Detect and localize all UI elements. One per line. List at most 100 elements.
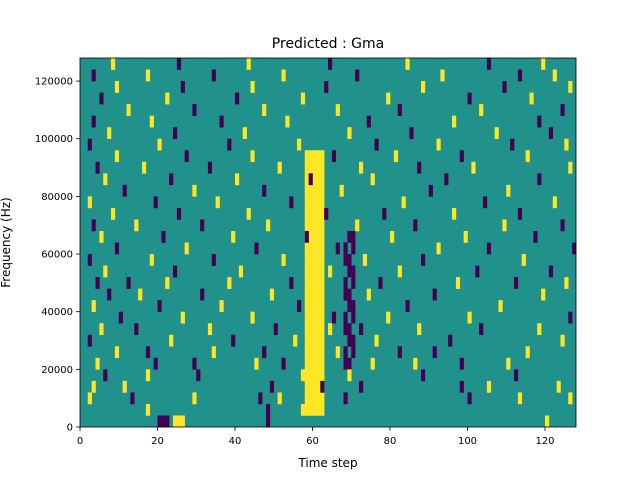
heatmap-cell — [184, 242, 189, 255]
heatmap-cell — [192, 104, 197, 116]
heatmap-cell — [114, 346, 120, 359]
x-axis-label: Time step — [297, 456, 357, 470]
heatmap-cell — [374, 138, 379, 151]
bright-band-cell — [304, 311, 309, 324]
y-axis-ticks: 0 20000 40000 60000 80000 100000 120000 — [35, 77, 80, 434]
bright-band-cell — [312, 334, 317, 347]
heatmap-cell — [157, 300, 162, 312]
heatmap-cell — [173, 415, 178, 428]
heatmap-cell — [343, 392, 348, 405]
dark-band-cell — [347, 357, 352, 370]
heatmap-cell — [87, 138, 92, 151]
heatmap-cell — [114, 242, 120, 255]
x-tick-label: 120 — [535, 436, 554, 447]
bright-band-cell — [312, 196, 317, 209]
heatmap-cell — [421, 81, 426, 93]
x-tick-label: 0 — [77, 436, 83, 447]
heatmap-cell — [87, 254, 92, 266]
bright-band-cell — [320, 230, 325, 243]
heatmap-cell — [184, 150, 189, 163]
bright-band-cell — [320, 300, 325, 312]
heatmap-cell — [227, 138, 232, 151]
heatmap-cell — [324, 207, 329, 220]
bright-band-cell — [316, 265, 321, 278]
bright-band-cell — [304, 254, 309, 266]
heatmap-cell — [161, 230, 166, 243]
bright-band-cell — [304, 392, 309, 405]
bright-band-cell — [320, 392, 325, 405]
heatmap-cell — [479, 104, 484, 116]
heatmap-cell — [552, 69, 557, 82]
heatmap-cell — [134, 323, 139, 336]
heatmap-cell — [153, 196, 158, 209]
bright-band-cell — [308, 254, 313, 266]
heatmap-cell — [242, 127, 247, 140]
bright-band-cell — [316, 173, 321, 186]
heatmap-cell — [269, 380, 275, 393]
heatmap-cell — [521, 254, 526, 266]
heatmap-cell — [289, 196, 294, 209]
bright-band-cell — [316, 369, 321, 382]
heatmap-cell — [417, 323, 422, 336]
heatmap-cell — [246, 58, 251, 70]
heatmap-cell — [231, 230, 236, 243]
heatmap-cell — [130, 392, 135, 405]
heatmap-cell — [517, 207, 523, 220]
bright-band-cell — [308, 323, 313, 336]
bright-band-cell — [308, 242, 313, 255]
heatmap-cell — [324, 81, 329, 93]
bright-band-cell — [320, 254, 325, 266]
heatmap-cell — [111, 207, 116, 220]
bright-band-cell — [304, 196, 309, 209]
bright-band-cell — [304, 300, 309, 312]
heatmap-cell — [300, 403, 306, 416]
heatmap-cell — [165, 415, 170, 428]
heatmap-cell — [455, 277, 461, 289]
heatmap-cell — [297, 138, 302, 151]
dark-band-cell — [347, 254, 352, 266]
y-tick-label: 120000 — [35, 77, 73, 88]
heatmap-cell — [401, 196, 406, 209]
heatmap-cell — [467, 92, 472, 105]
dark-band-cell — [343, 323, 348, 336]
heatmap-cell — [246, 207, 251, 220]
heatmap-cell — [359, 323, 364, 336]
bright-band-cell — [316, 392, 321, 405]
heatmap-cell — [370, 357, 375, 370]
heatmap-cell — [200, 219, 205, 232]
heatmap-cell — [533, 230, 538, 243]
heatmap-cell — [304, 230, 309, 243]
heatmap-cell — [545, 415, 550, 428]
bright-band-cell — [320, 184, 325, 197]
dark-band-cell — [347, 300, 352, 312]
heatmap-cell — [517, 392, 523, 405]
heatmap-cell — [355, 69, 360, 82]
x-tick-label: 20 — [151, 436, 164, 447]
heatmap-cell — [409, 127, 414, 140]
heatmap-cell — [289, 277, 294, 289]
heatmap-cell — [126, 277, 131, 289]
heatmap-cell — [91, 380, 96, 393]
bright-band-cell — [308, 392, 313, 405]
dark-band-cell — [351, 230, 356, 243]
heatmap-cell — [308, 173, 313, 186]
y-tick-label: 40000 — [41, 307, 73, 318]
heatmap-cell — [370, 173, 375, 186]
heatmap-cell — [556, 380, 561, 393]
bright-band-cell — [316, 380, 321, 393]
bright-band-cell — [320, 207, 325, 220]
heatmap-cell — [114, 150, 120, 163]
heatmap-cell — [269, 288, 275, 301]
bright-band-cell — [304, 380, 309, 393]
heatmap-cell — [145, 346, 151, 359]
heatmap-cell — [281, 357, 286, 370]
dark-band-cell — [347, 265, 352, 278]
heatmap-cell — [300, 92, 306, 105]
heatmap-cell — [161, 415, 166, 428]
y-axis-label: Frequency (Hz) — [0, 197, 13, 288]
dark-band-cell — [351, 346, 356, 359]
heatmap-cell — [281, 254, 286, 266]
bright-band-cell — [308, 184, 313, 197]
